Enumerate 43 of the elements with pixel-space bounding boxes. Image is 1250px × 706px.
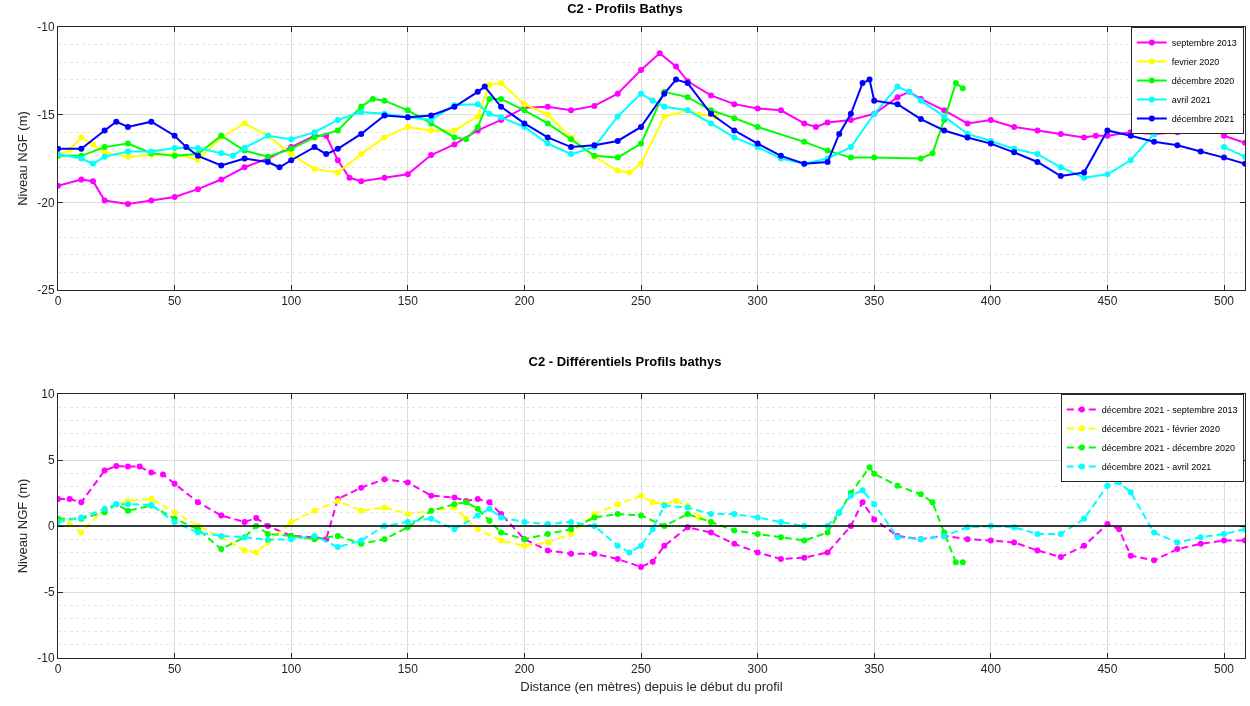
x-axis-title: Distance (en mètres) depuis le début du profil <box>520 679 783 694</box>
x-tick-label: 450 <box>1097 662 1118 677</box>
y-axis-title: Niveau NGF (m) <box>15 478 31 574</box>
x-tick-label: 200 <box>514 662 535 677</box>
x-tick-label: 500 <box>1213 662 1235 677</box>
x-tick-label: 50 <box>167 294 182 309</box>
legend-label: décembre 2020 <box>1171 76 1235 87</box>
y-axis-title: Niveau NGF (m) <box>15 111 31 206</box>
legend-label: septembre 2013 <box>1171 38 1237 49</box>
chart-title: C2 - Différentiels Profils bathys <box>528 354 722 370</box>
x-tick-label: 100 <box>281 662 302 677</box>
legend-label: fevrier 2020 <box>1171 57 1220 68</box>
x-tick-label: 150 <box>397 294 419 309</box>
y-tick-label: 10 <box>41 387 55 402</box>
x-tick-label: 250 <box>630 294 652 309</box>
y-tick-label: -5 <box>43 585 55 600</box>
x-tick-label: 300 <box>747 662 768 677</box>
y-tick-label: -10 <box>37 651 55 666</box>
y-tick-label: -20 <box>37 195 55 210</box>
x-tick-label: 500 <box>1213 294 1235 309</box>
legend-label: décembre 2021 - avril 2021 <box>1101 462 1212 473</box>
x-tick-label: 400 <box>980 662 1002 677</box>
x-tick-label: 400 <box>980 294 1002 309</box>
chart-title: C2 - Profils Bathys <box>567 1 683 17</box>
legend-label: décembre 2021 - février 2020 <box>1101 424 1220 435</box>
y-tick-label: -10 <box>37 20 55 35</box>
y-tick-label: -15 <box>37 107 55 122</box>
x-tick-label: 250 <box>630 662 652 677</box>
x-tick-label: 50 <box>167 662 182 677</box>
legend-label: décembre 2021 - septembre 2013 <box>1101 405 1238 416</box>
y-tick-label: 0 <box>47 519 55 534</box>
y-tick-label: 5 <box>47 453 55 468</box>
x-tick-label: 350 <box>864 662 885 677</box>
legend-label: décembre 2021 <box>1171 114 1235 125</box>
x-tick-label: 350 <box>864 294 885 309</box>
y-tick-label: -25 <box>37 283 55 298</box>
legend-label: avril 2021 <box>1171 95 1211 106</box>
x-tick-label: 100 <box>281 294 302 309</box>
x-tick-label: 300 <box>747 294 768 309</box>
x-tick-label: 450 <box>1097 294 1118 309</box>
x-tick-label: 200 <box>514 294 535 309</box>
legend-label: décembre 2021 - décembre 2020 <box>1101 443 1235 454</box>
x-tick-label: 150 <box>397 662 419 677</box>
